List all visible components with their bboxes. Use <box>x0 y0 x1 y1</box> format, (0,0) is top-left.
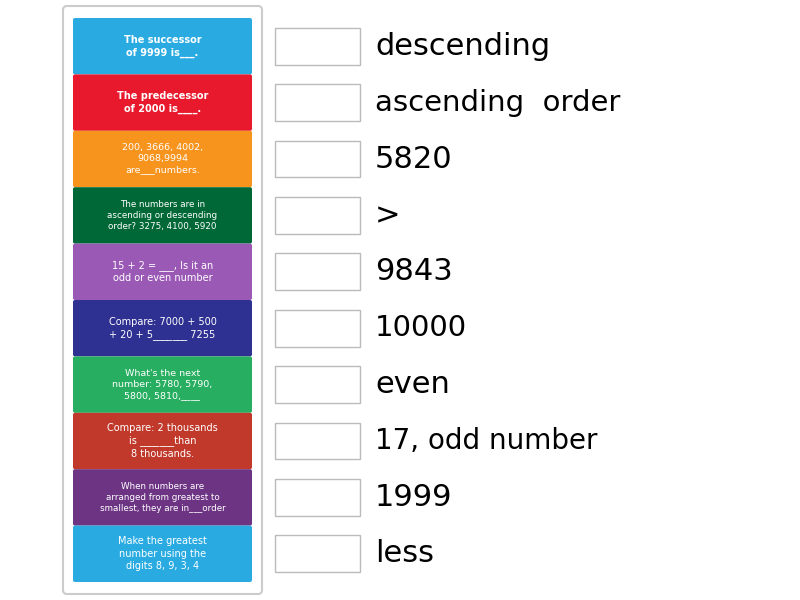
FancyBboxPatch shape <box>275 28 360 65</box>
Text: What's the next
number: 5780, 5790,
5800, 5810,____: What's the next number: 5780, 5790, 5800… <box>112 369 213 400</box>
Text: descending: descending <box>375 32 550 61</box>
FancyBboxPatch shape <box>73 244 252 300</box>
Text: The successor
of 9999 is___.: The successor of 9999 is___. <box>124 35 202 58</box>
FancyBboxPatch shape <box>73 187 252 244</box>
Text: less: less <box>375 539 434 568</box>
Text: 15 + 2 = ___, Is it an
odd or even number: 15 + 2 = ___, Is it an odd or even numbe… <box>112 260 213 283</box>
FancyBboxPatch shape <box>73 469 252 526</box>
Text: The predecessor
of 2000 is____.: The predecessor of 2000 is____. <box>117 91 208 114</box>
Text: ascending  order: ascending order <box>375 89 620 116</box>
FancyBboxPatch shape <box>275 253 360 290</box>
Text: 9843: 9843 <box>375 257 453 286</box>
FancyBboxPatch shape <box>73 526 252 582</box>
Text: 17, odd number: 17, odd number <box>375 427 598 455</box>
Text: Make the greatest
number using the
digits 8, 9, 3, 4: Make the greatest number using the digit… <box>118 536 207 571</box>
FancyBboxPatch shape <box>275 422 360 460</box>
FancyBboxPatch shape <box>275 479 360 516</box>
Text: Compare: 7000 + 500
+ 20 + 5_______ 7255: Compare: 7000 + 500 + 20 + 5_______ 7255 <box>109 317 217 340</box>
Text: 1999: 1999 <box>375 483 453 512</box>
FancyBboxPatch shape <box>73 131 252 187</box>
Text: Compare: 2 thousands
is _______than
8 thousands.: Compare: 2 thousands is _______than 8 th… <box>107 423 218 459</box>
FancyBboxPatch shape <box>275 310 360 347</box>
FancyBboxPatch shape <box>63 6 262 594</box>
FancyBboxPatch shape <box>275 197 360 234</box>
Text: 5820: 5820 <box>375 145 453 173</box>
Text: >: > <box>375 201 401 230</box>
Text: 200, 3666, 4002,
9068,9994
are___numbers.: 200, 3666, 4002, 9068,9994 are___numbers… <box>122 143 203 175</box>
Text: 10000: 10000 <box>375 314 467 342</box>
FancyBboxPatch shape <box>275 535 360 572</box>
FancyBboxPatch shape <box>73 356 252 413</box>
FancyBboxPatch shape <box>73 74 252 131</box>
Text: When numbers are
arranged from greatest to
smallest, they are in___order: When numbers are arranged from greatest … <box>100 482 226 513</box>
FancyBboxPatch shape <box>275 84 360 121</box>
Text: The numbers are in
ascending or descending
order? 3275, 4100, 5920: The numbers are in ascending or descendi… <box>107 200 218 231</box>
FancyBboxPatch shape <box>73 300 252 356</box>
FancyBboxPatch shape <box>73 413 252 469</box>
FancyBboxPatch shape <box>275 140 360 178</box>
Text: even: even <box>375 370 450 399</box>
FancyBboxPatch shape <box>73 18 252 74</box>
FancyBboxPatch shape <box>275 366 360 403</box>
